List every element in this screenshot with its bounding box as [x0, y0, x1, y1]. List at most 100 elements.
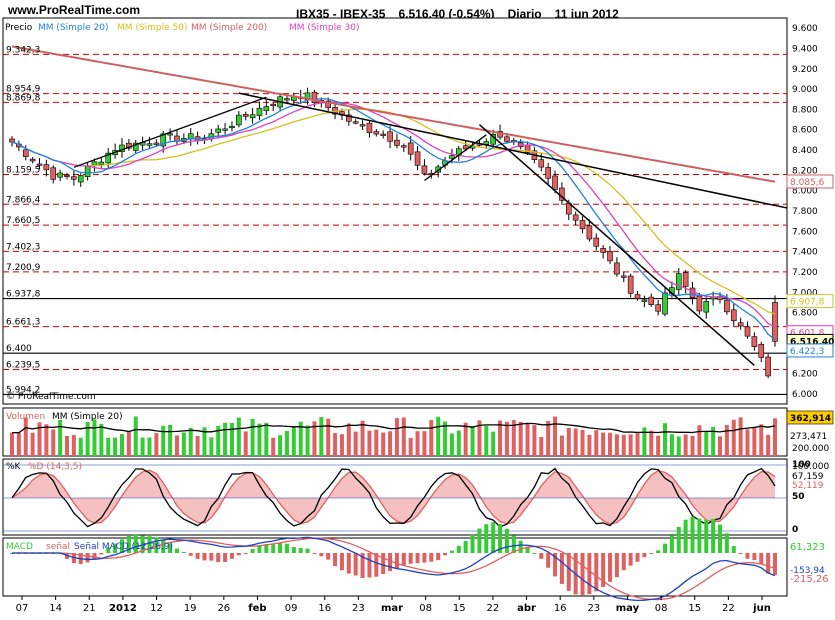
- macd-histogram-bar: [449, 550, 454, 553]
- macd-histogram-bar: [566, 553, 571, 591]
- value-tag-volume: 362,914: [790, 414, 831, 424]
- volume-bar: [291, 427, 296, 456]
- macd-histogram-bar: [298, 548, 303, 553]
- volume-bar: [759, 424, 764, 456]
- volume-bar: [64, 435, 69, 456]
- volume-bar: [51, 429, 56, 456]
- price-legend-item: MM (Simple 50): [117, 23, 187, 33]
- volume-bar: [312, 421, 317, 456]
- volume-bar: [367, 430, 372, 456]
- macd-histogram-bar: [690, 516, 695, 553]
- candle-body: [538, 159, 545, 168]
- volume-y-tick: 100.000: [792, 462, 829, 472]
- macd-histogram-bar: [443, 553, 448, 556]
- price-y-tick: 9.600: [792, 24, 818, 34]
- candle-body: [346, 114, 352, 122]
- volume-bar: [154, 433, 159, 456]
- volume-bar: [594, 430, 599, 456]
- volume-bar: [257, 423, 262, 456]
- x-tick-label: mar: [381, 603, 403, 614]
- price-y-tick: 9.200: [792, 65, 818, 75]
- x-tick-label: 12: [150, 603, 163, 614]
- volume-bar: [78, 437, 83, 456]
- value-tag-close: 6.516,40: [790, 337, 834, 347]
- candle-body: [160, 133, 167, 147]
- volume-bar: [477, 420, 482, 456]
- stoch-legend-item: %D (14,3,5): [28, 462, 82, 472]
- macd-histogram-bar: [601, 553, 606, 587]
- x-tick-label: 22: [722, 603, 735, 614]
- price-y-tick: 7.600: [792, 227, 818, 237]
- macd-histogram-bar: [133, 534, 138, 553]
- value-tag-macd-signal: -215,26: [790, 574, 829, 585]
- macd-histogram-bar: [154, 537, 159, 553]
- macd-histogram-bar: [422, 553, 427, 563]
- volume-bar: [353, 431, 358, 456]
- level-label: 8.869,8: [6, 93, 41, 103]
- price-legend-item: MM (Simple 20): [38, 23, 108, 33]
- volume-bar: [161, 425, 166, 456]
- volume-bar: [168, 424, 173, 456]
- volume-bar: [539, 437, 544, 456]
- macd-histogram-bar: [381, 553, 386, 575]
- macd-histogram-bar: [346, 553, 351, 574]
- candle-body: [167, 133, 173, 136]
- candle-body: [655, 304, 661, 312]
- candle-body: [50, 167, 57, 180]
- volume-bar: [202, 427, 207, 456]
- candle-body: [215, 128, 222, 133]
- macd-histogram-bar: [614, 553, 619, 578]
- macd-histogram-bar: [731, 546, 736, 553]
- value-tag-stoch-d: 52,119: [792, 481, 824, 491]
- candle-body: [380, 133, 386, 136]
- candle-body: [242, 113, 249, 117]
- trendline-up-1: [73, 96, 267, 168]
- volume-bar: [443, 421, 448, 456]
- level-label: 6.400: [6, 344, 32, 354]
- trendline-down: [478, 124, 755, 366]
- macd-histogram-bar: [401, 553, 406, 566]
- stoch-y-tick: 0: [792, 525, 798, 535]
- price-legend-item: Precio: [5, 23, 33, 33]
- x-tick-label: 2012: [109, 603, 137, 614]
- macd-histogram-bar: [477, 528, 482, 553]
- macd-histogram-bar: [649, 553, 654, 554]
- macd-histogram-bar: [367, 553, 372, 578]
- volume-bar: [305, 425, 310, 456]
- volume-bar: [704, 430, 709, 456]
- candle-body: [414, 151, 421, 166]
- x-tick-label: 14: [49, 603, 62, 614]
- volume-bar: [532, 425, 537, 456]
- volume-bar: [635, 432, 640, 456]
- macd-histogram-bar: [312, 553, 317, 554]
- volume-bar: [401, 417, 406, 456]
- candle-body: [545, 167, 551, 179]
- macd-histogram-bar: [209, 553, 214, 561]
- level-label: 9.342,3: [6, 45, 40, 55]
- macd-legend-item: MACD: [6, 542, 33, 552]
- trendline-long: [238, 92, 788, 209]
- site-label[interactable]: www.ProRealTime.com: [8, 3, 141, 17]
- candle-body: [614, 262, 620, 275]
- candle-body: [229, 125, 235, 129]
- level-label: 6.937,8: [6, 290, 41, 300]
- volume-bar: [140, 437, 145, 456]
- volume-bar: [188, 427, 193, 456]
- macd-histogram-bar: [628, 553, 633, 566]
- volume-bar: [30, 432, 35, 456]
- volume-bar: [504, 421, 509, 456]
- macd-histogram-bar: [374, 553, 379, 577]
- macd-histogram-bar: [181, 551, 186, 553]
- macd-histogram-bar: [113, 543, 118, 553]
- candle-body: [84, 165, 91, 178]
- level-label: 5.994,2: [6, 385, 40, 395]
- candle-body: [675, 273, 682, 290]
- macd-histogram-bar: [511, 535, 516, 553]
- macd-histogram-bar: [656, 550, 661, 553]
- macd-histogram-bar: [518, 540, 523, 553]
- x-tick-label: 23: [352, 603, 365, 614]
- macd-histogram-bar: [532, 552, 537, 554]
- candle-body: [765, 356, 771, 377]
- macd-legend-item: Señal MACD (12,26,9): [74, 542, 173, 552]
